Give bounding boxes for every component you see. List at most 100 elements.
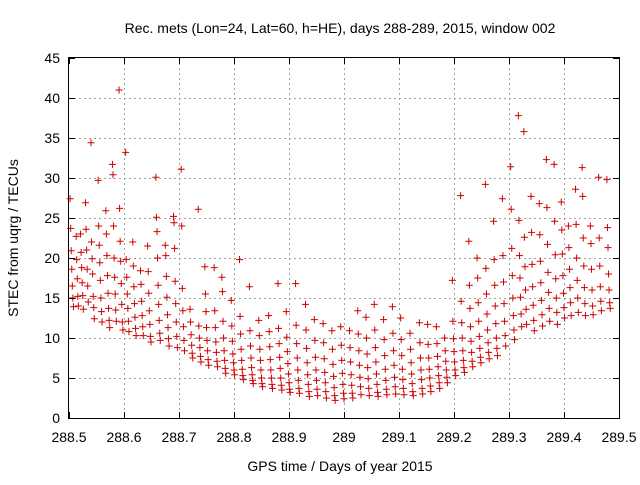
data-point-marker <box>561 314 569 322</box>
data-point-marker <box>320 339 328 347</box>
data-point-marker <box>425 354 433 362</box>
data-point-marker <box>275 340 283 348</box>
data-point-marker <box>545 288 553 296</box>
data-point-marker <box>459 347 467 355</box>
data-point-marker <box>588 265 595 273</box>
data-point-marker <box>516 274 524 282</box>
data-point-marker <box>606 299 614 307</box>
data-point-marker <box>407 359 415 367</box>
data-point-marker <box>83 265 91 273</box>
data-point-marker <box>129 262 137 270</box>
data-point-marker <box>390 361 398 369</box>
data-point-marker <box>305 388 313 396</box>
data-point-marker <box>522 305 530 313</box>
data-point-marker <box>95 241 103 249</box>
data-point-marker <box>119 326 127 334</box>
data-point-marker <box>544 268 552 276</box>
data-point-marker <box>493 352 501 360</box>
data-point-marker <box>545 304 553 312</box>
data-point-marker <box>443 379 451 387</box>
data-point-marker <box>77 230 85 238</box>
data-point-marker <box>303 359 311 367</box>
y-tick-label: 10 <box>44 330 60 346</box>
data-point-marker <box>218 288 226 296</box>
data-point-marker <box>337 323 345 331</box>
data-point-marker <box>258 380 266 388</box>
x-tick-label: 288.9 <box>271 429 306 445</box>
data-point-marker <box>372 358 380 366</box>
data-point-marker <box>328 327 336 335</box>
data-point-marker <box>180 336 188 344</box>
data-point-marker <box>186 305 194 313</box>
data-point-marker <box>144 242 152 250</box>
data-point-marker <box>146 332 154 340</box>
data-point-marker <box>132 324 140 332</box>
data-point-marker <box>152 213 160 221</box>
y-tick-label: 30 <box>44 170 60 186</box>
data-point-marker <box>249 380 257 388</box>
data-point-marker <box>179 323 187 331</box>
data-point-marker <box>222 369 230 377</box>
data-point-marker <box>293 340 301 348</box>
data-point-marker <box>398 352 406 360</box>
data-point-marker <box>340 395 348 403</box>
data-point-marker <box>212 338 220 346</box>
data-point-marker <box>500 278 507 286</box>
data-point-marker <box>450 348 458 356</box>
data-point-marker <box>89 270 97 278</box>
x-tick-label: 289.3 <box>491 429 526 445</box>
data-point-marker <box>195 334 203 342</box>
data-point-marker <box>117 257 125 265</box>
data-point-marker <box>137 280 145 288</box>
data-point-marker <box>416 354 424 362</box>
y-tick-label: 0 <box>52 410 60 426</box>
x-tick-label: 289.2 <box>436 429 471 445</box>
data-point-marker <box>573 254 581 262</box>
data-point-marker <box>171 277 179 285</box>
data-point-marker <box>566 265 573 273</box>
data-point-marker <box>435 372 443 380</box>
data-point-marker <box>78 264 86 272</box>
data-point-marker <box>161 241 169 249</box>
data-point-marker <box>418 376 426 384</box>
data-point-marker <box>276 353 284 361</box>
data-point-marker <box>294 376 302 384</box>
data-point-marker <box>277 381 285 389</box>
data-point-marker <box>552 275 560 283</box>
data-point-marker <box>268 380 276 388</box>
data-point-marker <box>196 352 204 360</box>
data-point-marker <box>269 384 276 392</box>
data-point-marker <box>558 250 566 258</box>
data-point-marker <box>189 354 197 362</box>
data-point-marker <box>195 322 203 330</box>
data-point-marker <box>172 300 180 308</box>
data-point-marker <box>173 332 181 340</box>
data-point-marker <box>255 316 263 324</box>
data-point-marker <box>528 228 536 236</box>
data-point-marker <box>249 376 257 384</box>
data-point-marker <box>407 345 415 353</box>
data-point-marker <box>502 342 510 350</box>
data-point-marker <box>474 274 482 282</box>
data-point-marker <box>220 334 228 342</box>
data-point-marker <box>518 323 526 331</box>
data-point-marker <box>400 391 408 399</box>
data-point-marker <box>537 279 545 287</box>
data-point-marker <box>156 336 164 344</box>
data-point-marker <box>111 290 119 298</box>
data-point-marker <box>449 317 457 325</box>
data-point-marker <box>460 364 468 372</box>
data-point-marker <box>130 300 138 308</box>
data-point-marker <box>586 222 594 230</box>
data-point-marker <box>536 257 544 265</box>
data-point-marker <box>236 256 243 264</box>
data-point-marker <box>595 234 603 242</box>
data-point-marker <box>331 392 339 400</box>
data-point-marker <box>102 207 110 215</box>
data-point-marker <box>69 303 77 311</box>
data-point-marker <box>118 300 126 308</box>
data-point-marker <box>284 360 292 368</box>
data-point-marker <box>406 329 414 337</box>
x-tick-label: 289.1 <box>381 429 416 445</box>
data-point-marker <box>188 341 196 349</box>
